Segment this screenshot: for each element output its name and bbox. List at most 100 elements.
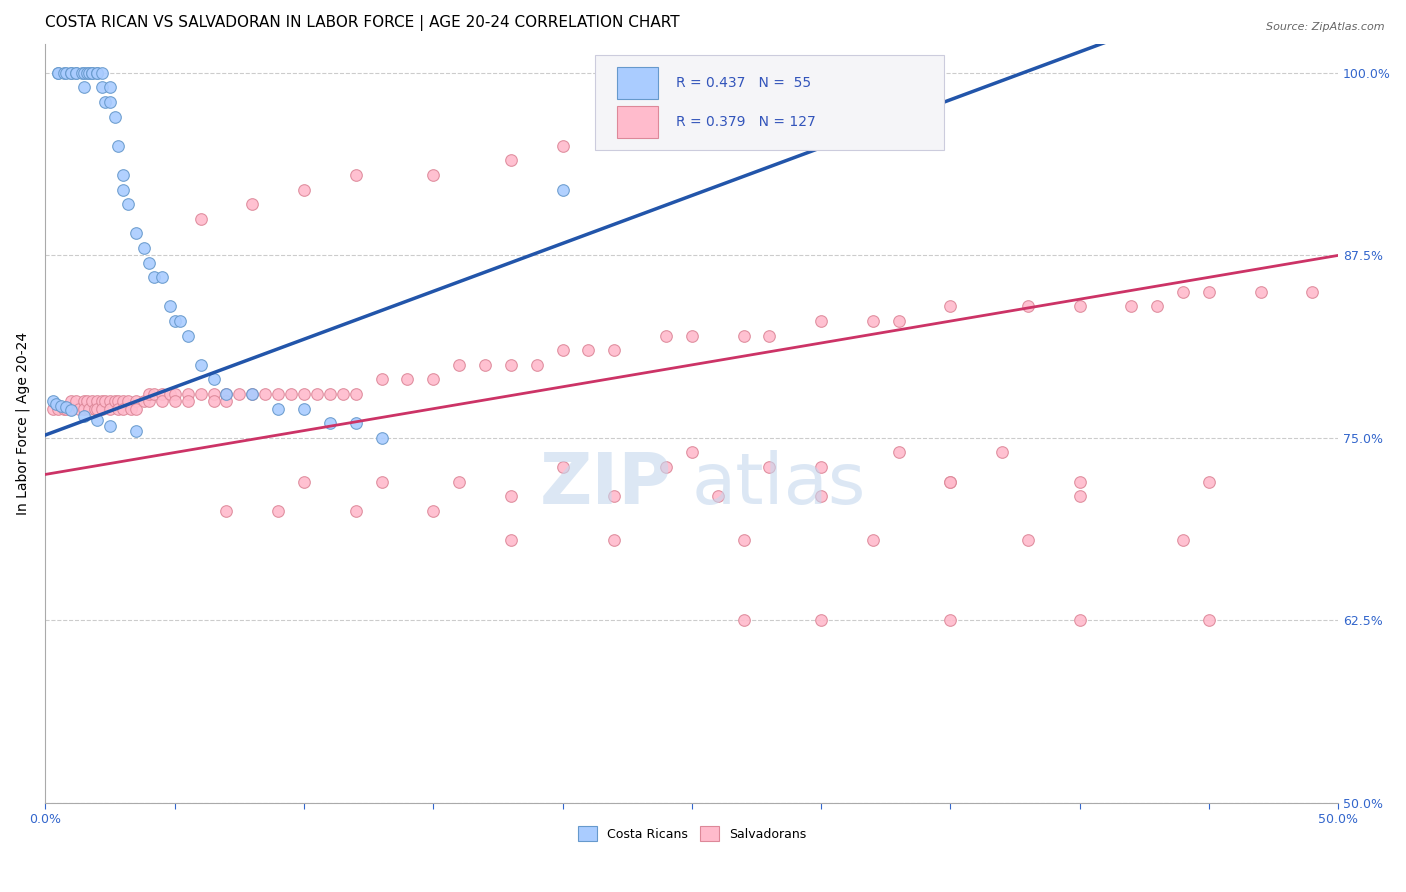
Point	[176, 394, 198, 409]
Point	[370, 431, 392, 445]
Point	[76, 394, 98, 409]
Bar	[617, 106, 658, 137]
Point	[551, 343, 574, 358]
Text: R = 0.437   N =  55: R = 0.437 N = 55	[676, 77, 811, 90]
Point	[73, 401, 96, 416]
Point	[112, 168, 135, 182]
Point	[1198, 285, 1220, 299]
Point	[48, 66, 70, 80]
Point	[1069, 300, 1091, 314]
Point	[112, 401, 135, 416]
Point	[1121, 300, 1143, 314]
Point	[1171, 533, 1194, 547]
Point	[551, 460, 574, 475]
Point	[551, 139, 574, 153]
Point	[292, 401, 315, 416]
Point	[706, 489, 728, 503]
Point	[474, 358, 496, 372]
Point	[215, 387, 238, 401]
Point	[67, 401, 90, 416]
Point	[55, 401, 77, 416]
Point	[499, 533, 522, 547]
Point	[163, 314, 186, 328]
Point	[862, 533, 884, 547]
Point	[1069, 489, 1091, 503]
Point	[810, 80, 832, 95]
Y-axis label: In Labor Force | Age 20-24: In Labor Force | Age 20-24	[15, 332, 30, 515]
Point	[143, 270, 166, 285]
Point	[65, 66, 87, 80]
Point	[45, 397, 67, 411]
Bar	[617, 68, 658, 99]
Point	[499, 358, 522, 372]
Point	[60, 394, 83, 409]
Point	[344, 387, 367, 401]
Point	[55, 66, 77, 80]
Point	[104, 394, 127, 409]
Point	[112, 394, 135, 409]
Point	[939, 475, 962, 489]
Point	[73, 394, 96, 409]
Point	[499, 153, 522, 168]
Point	[1017, 300, 1039, 314]
Point	[86, 66, 108, 80]
Point	[132, 394, 155, 409]
Point	[138, 394, 160, 409]
Point	[86, 413, 108, 427]
Point	[1250, 285, 1272, 299]
Point	[939, 300, 962, 314]
Point	[138, 255, 160, 269]
Point	[65, 66, 87, 80]
Point	[80, 66, 103, 80]
Point	[120, 401, 142, 416]
Point	[86, 66, 108, 80]
Point	[42, 394, 65, 409]
Text: atlas: atlas	[692, 450, 866, 518]
Point	[254, 387, 277, 401]
Point	[733, 533, 755, 547]
Point	[159, 300, 181, 314]
Point	[1198, 475, 1220, 489]
Point	[163, 394, 186, 409]
Point	[862, 314, 884, 328]
Point	[267, 504, 290, 518]
Point	[319, 417, 342, 431]
Point	[138, 387, 160, 401]
Point	[91, 394, 114, 409]
Point	[94, 95, 117, 109]
Point	[1146, 300, 1168, 314]
Point	[73, 66, 96, 80]
Point	[228, 387, 250, 401]
Point	[143, 387, 166, 401]
Point	[76, 66, 98, 80]
Point	[280, 387, 302, 401]
Point	[125, 394, 148, 409]
Point	[60, 401, 83, 416]
Point	[681, 445, 703, 459]
Point	[939, 475, 962, 489]
Point	[107, 394, 129, 409]
Point	[887, 314, 910, 328]
Point	[202, 394, 225, 409]
Point	[169, 314, 191, 328]
Point	[107, 401, 129, 416]
Point	[758, 95, 780, 109]
Point	[267, 387, 290, 401]
Point	[98, 394, 121, 409]
Point	[117, 394, 139, 409]
Point	[1301, 285, 1323, 299]
Point	[939, 614, 962, 628]
Point	[190, 387, 212, 401]
Point	[603, 489, 626, 503]
Point	[344, 417, 367, 431]
Text: COSTA RICAN VS SALVADORAN IN LABOR FORCE | AGE 20-24 CORRELATION CHART: COSTA RICAN VS SALVADORAN IN LABOR FORCE…	[45, 15, 681, 31]
Point	[603, 124, 626, 138]
Point	[991, 445, 1014, 459]
Point	[292, 183, 315, 197]
Text: R = 0.379   N = 127: R = 0.379 N = 127	[676, 115, 815, 128]
Point	[344, 504, 367, 518]
Point	[107, 139, 129, 153]
Point	[73, 409, 96, 423]
Point	[240, 387, 263, 401]
Point	[70, 66, 93, 80]
